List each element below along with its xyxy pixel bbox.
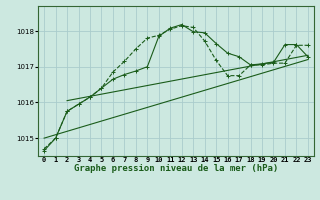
X-axis label: Graphe pression niveau de la mer (hPa): Graphe pression niveau de la mer (hPa) [74,164,278,173]
